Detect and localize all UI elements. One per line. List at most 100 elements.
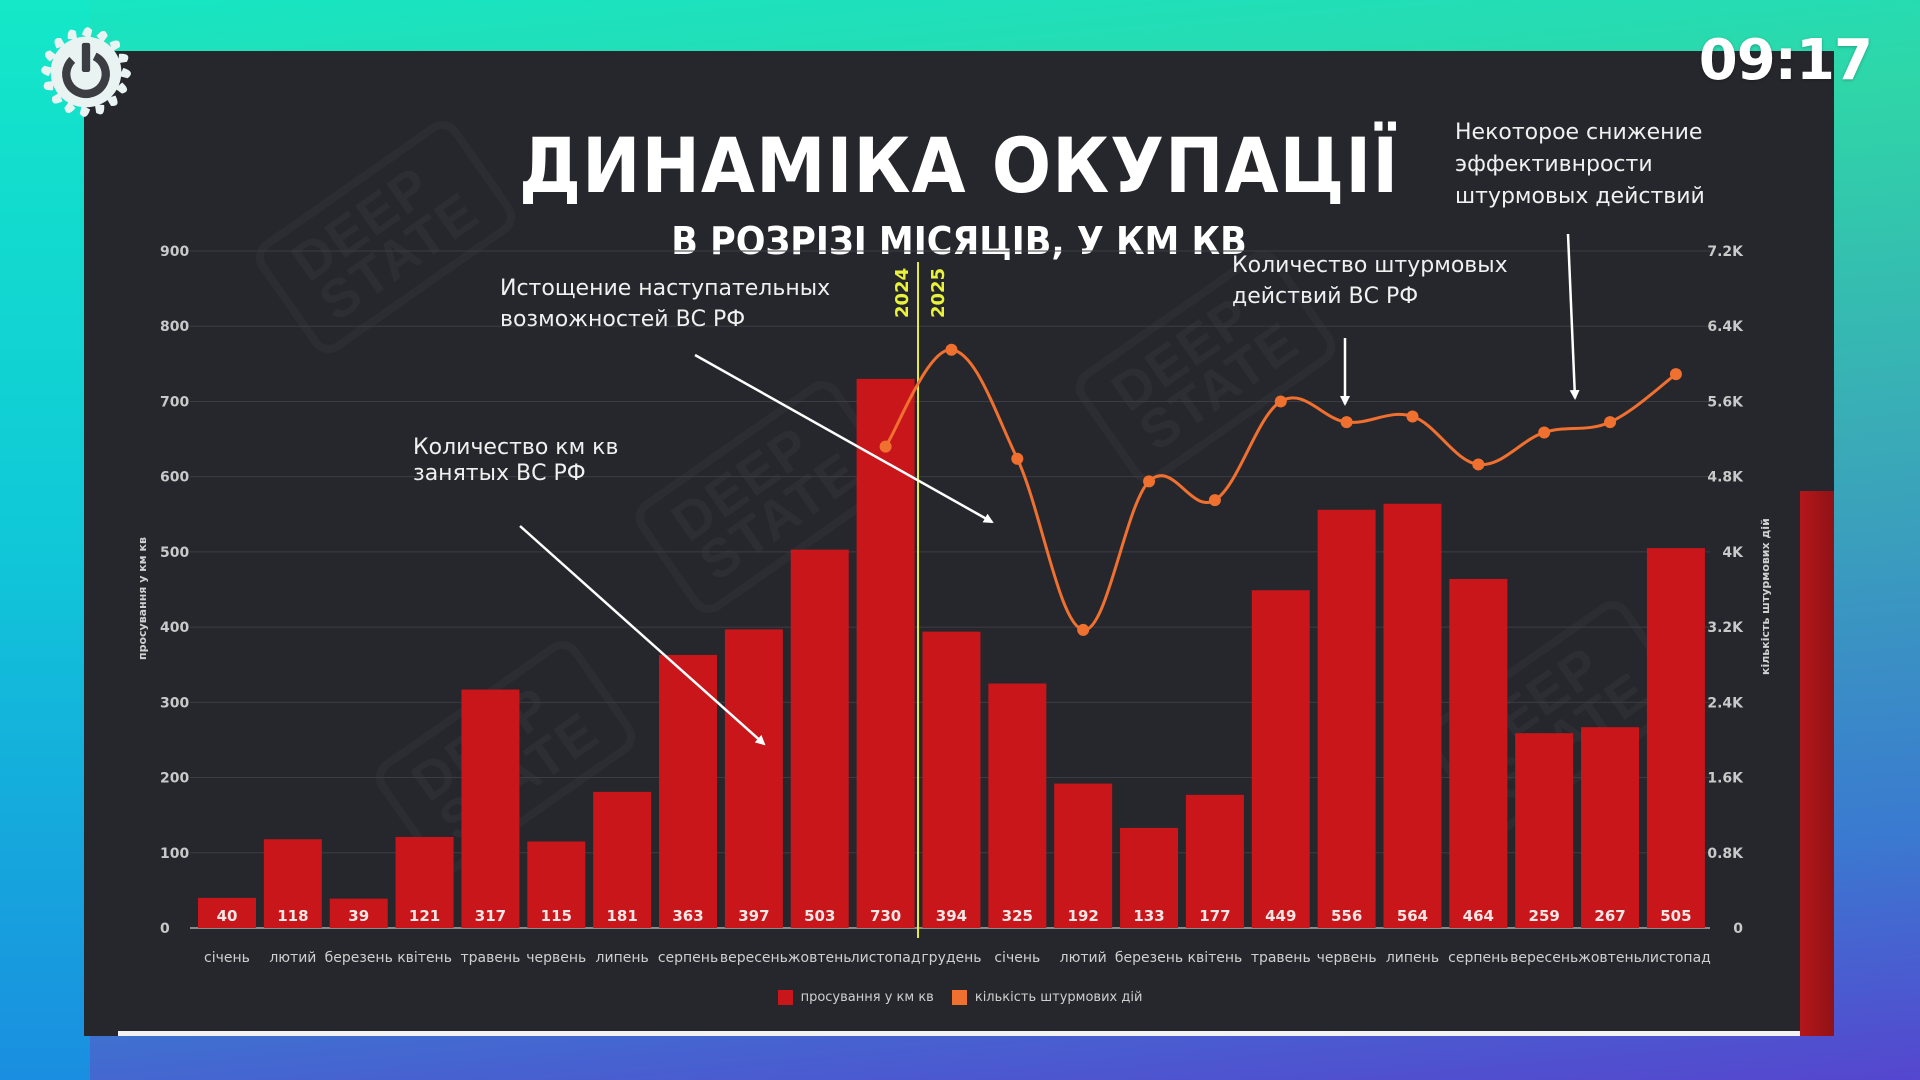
line-point (945, 343, 958, 356)
bar (395, 836, 454, 928)
x-category-label: березень (325, 950, 393, 966)
x-category-label: жовтень (788, 950, 852, 966)
bar-value-label: 564 (1397, 907, 1428, 925)
bar-value-label: 40 (217, 907, 238, 925)
bar (790, 549, 849, 928)
bar (1251, 590, 1310, 928)
y-tick-right: 0.8K (1707, 846, 1744, 862)
bar-value-label: 259 (1529, 907, 1560, 925)
y-tick-left: 700 (160, 394, 189, 410)
bar-value-label: 363 (672, 907, 703, 925)
line-point (1077, 623, 1090, 636)
bar-value-label: 556 (1331, 907, 1362, 925)
bar-value-label: 181 (607, 907, 638, 925)
x-category-label: серпень (658, 950, 718, 966)
bar-value-label: 317 (475, 907, 506, 925)
x-category-label: серпень (1448, 950, 1508, 966)
annotation-line: Количество км кв (413, 435, 619, 460)
bar-value-label: 118 (277, 907, 308, 925)
x-category-label: грудень (921, 950, 981, 966)
y-tick-right: 2.4K (1707, 695, 1744, 711)
annotation-line: штурмовых действий (1455, 184, 1705, 209)
bar (1054, 783, 1113, 928)
x-category-label: лютий (269, 950, 316, 966)
y-axis-right: 0 0.8K 1.6K 2.4K 3.2K 4K 4.8K 5.6K 6.4K 7.2K (1707, 244, 1744, 937)
y-tick-right: 1.6K (1707, 771, 1744, 787)
x-category-label: травень (460, 950, 520, 966)
bar-value-label: 39 (348, 907, 369, 925)
line-path (884, 348, 1677, 632)
line-point (1406, 410, 1419, 423)
x-category-label: березень (1115, 950, 1183, 966)
annotation-line: возможностей ВС РФ (500, 307, 746, 332)
x-category-label: липень (596, 950, 649, 966)
bar (1449, 578, 1508, 928)
bar (593, 791, 652, 928)
x-category-label: квітень (397, 950, 452, 966)
y-tick-left: 300 (160, 695, 189, 711)
x-category-label: вересень (1510, 950, 1578, 966)
bar (988, 683, 1047, 928)
bar-value-label: 397 (738, 907, 769, 925)
x-category-label: січень (204, 950, 250, 966)
x-category-label: листопад (1641, 950, 1711, 966)
x-category-label: лютий (1060, 950, 1107, 966)
bar-value-label: 133 (1133, 907, 1164, 925)
annotation-km-occupied: Количество км кв занятых ВС РФ (413, 435, 618, 487)
y-tick-left: 500 (160, 545, 189, 561)
background-left (0, 0, 90, 1080)
y-tick-left: 600 (160, 470, 189, 486)
line-point (879, 440, 892, 453)
y-tick-left: 400 (160, 620, 189, 636)
y-axis-left: 0 100 200 300 400 500 600 700 800 900 (160, 244, 189, 937)
annotation-line: Истощение наступательных (500, 276, 831, 301)
annotation-arrow-exhaustion (694, 353, 994, 524)
y-tick-right: 3.2K (1707, 620, 1744, 636)
legend-swatch-orange (951, 990, 967, 1005)
line-series (879, 343, 1682, 636)
line-point (1274, 395, 1287, 408)
x-category-label: жовтень (1578, 950, 1642, 966)
y-tick-left: 800 (160, 319, 189, 335)
bar-value-label: 267 (1594, 907, 1625, 925)
bar-value-label: 730 (870, 907, 901, 925)
y-axis-left-title: просування у км кв (136, 537, 149, 660)
bar (1185, 794, 1244, 928)
bar (1317, 509, 1376, 928)
y-tick-right: 7.2K (1707, 244, 1744, 260)
bar-value-label: 115 (541, 907, 572, 925)
bar (922, 631, 981, 928)
y-axis-right-title: кількість штурмових дій (1759, 518, 1772, 675)
annotation-line: действий ВС РФ (1232, 284, 1419, 309)
x-category-label: січень (994, 950, 1040, 966)
bar (527, 841, 586, 928)
line-point (1340, 416, 1353, 429)
clock: 09:17 (1698, 28, 1873, 93)
y-tick-right: 4.8K (1707, 470, 1744, 486)
x-category-label: червень (526, 950, 586, 966)
chart-legend: просування у км кв кількість штурмових д… (0, 990, 1920, 1005)
bar-value-label: 503 (804, 907, 835, 925)
bar (461, 689, 520, 928)
y-tick-left: 0 (160, 921, 170, 937)
chart-subtitle: В РОЗРІЗІ МІСЯЦІВ, У КМ КВ (671, 219, 1247, 263)
bar (659, 654, 718, 928)
bar-value-label: 449 (1265, 907, 1296, 925)
bar (724, 629, 783, 928)
cropped-bar-edge (1800, 491, 1834, 1036)
bar-value-label: 121 (409, 907, 440, 925)
bar-value-label: 177 (1199, 907, 1230, 925)
progress-line (118, 1031, 1800, 1036)
x-category-label: травень (1251, 950, 1311, 966)
y-tick-left: 100 (160, 846, 189, 862)
legend-swatch-red (777, 990, 793, 1005)
bar (263, 839, 322, 928)
year-label-2025: 2025 (928, 268, 949, 318)
line-point (1472, 458, 1485, 471)
annotation-line: занятых ВС РФ (413, 461, 586, 486)
legend-item-bars: просування у км кв (777, 990, 934, 1005)
bar (1515, 733, 1574, 928)
y-tick-left: 900 (160, 244, 189, 260)
annotation-assault-count: Количество штурмовых действий ВС РФ (1232, 250, 1508, 312)
